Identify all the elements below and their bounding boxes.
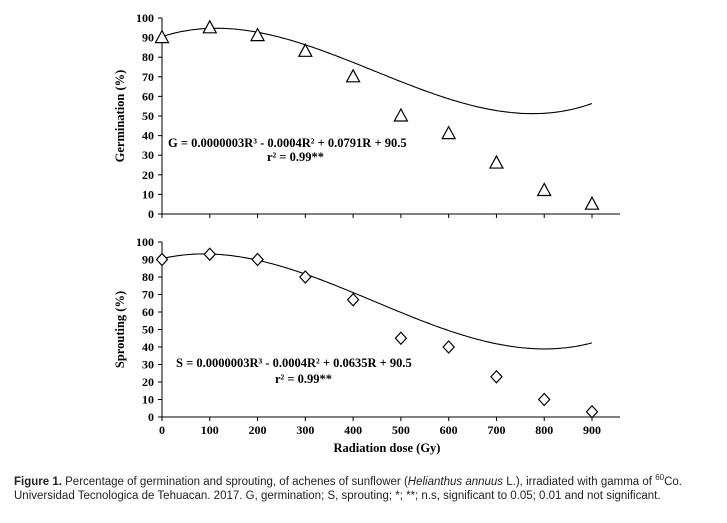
y-tick-label: 40 xyxy=(142,340,154,354)
y-tick-label: 50 xyxy=(142,323,154,337)
caption-text-1: Percentage of germination and sprouting,… xyxy=(61,475,408,488)
x-axis-label: Radiation dose (Gy) xyxy=(334,441,441,455)
x-tick-label: 0 xyxy=(159,423,165,437)
fit-equation: G = 0.0000003R³ - 0.0004R² + 0.0791R + 9… xyxy=(168,136,407,150)
x-tick-label: 900 xyxy=(583,423,601,437)
y-tick-label: 70 xyxy=(142,70,154,84)
x-tick-label: 800 xyxy=(535,423,553,437)
fit-r2: r² = 0.99** xyxy=(267,150,324,164)
y-tick-label: 30 xyxy=(142,148,154,162)
x-tick-label: 500 xyxy=(392,423,410,437)
data-point-triangle xyxy=(202,19,218,34)
data-point-diamond xyxy=(537,392,551,407)
fit-curve xyxy=(161,27,593,115)
y-tick-label: 60 xyxy=(142,89,154,103)
chart-panel-2: 0 10 20 30 40 50 60 70 80 90 100 0 100 200 300 400 500 60… xyxy=(113,235,620,455)
y-tick-label: 30 xyxy=(142,358,154,372)
data-point-diamond xyxy=(394,331,408,346)
y-tick-label: 20 xyxy=(142,375,154,389)
data-point-diamond xyxy=(251,252,264,267)
fit-curve xyxy=(161,253,593,350)
x-tick-label: 100 xyxy=(201,423,219,437)
caption-species: Helianthus annuus xyxy=(407,475,504,488)
data-point-triangle xyxy=(584,195,600,210)
caption-isotope-mass: 60 xyxy=(655,473,665,482)
y-tick-label: 70 xyxy=(142,288,154,302)
data-point-diamond xyxy=(442,340,455,354)
data-point-diamond xyxy=(203,247,217,262)
data-point-diamond xyxy=(585,404,599,419)
x-tick-label: 600 xyxy=(440,423,458,437)
data-point-diamond xyxy=(155,252,169,267)
y-tick-label: 90 xyxy=(142,253,154,267)
caption-text-2: L.), irradiated with gamma of xyxy=(503,475,656,488)
y-tick-label: 60 xyxy=(142,305,154,319)
y-tick-label: 80 xyxy=(142,270,154,284)
chart-panel-1: 0 10 20 30 40 50 60 70 80 90 100 Germination (%) G =… xyxy=(113,11,620,221)
x-tick-label: 700 xyxy=(487,423,505,437)
data-point-triangle xyxy=(250,27,266,42)
x-tick-label: 400 xyxy=(344,423,362,437)
data-point-triangle xyxy=(536,182,552,197)
data-point-triangle xyxy=(154,29,170,44)
y-tick-label: 80 xyxy=(142,50,154,64)
y-tick-label: 50 xyxy=(142,109,154,123)
y-tick-label: 10 xyxy=(142,187,154,201)
data-point-triangle xyxy=(488,154,504,169)
data-point-diamond xyxy=(490,369,503,384)
y-tick-label: 0 xyxy=(148,410,154,424)
y-axis-label: Sprouting (%) xyxy=(113,291,127,368)
y-axis-label: Germination (%) xyxy=(113,70,127,163)
y-tick-label: 40 xyxy=(142,129,154,143)
y-tick-label: 90 xyxy=(142,31,154,45)
y-tick-label: 100 xyxy=(136,11,154,25)
y-tick-label: 10 xyxy=(142,393,154,407)
data-point-triangle xyxy=(345,68,361,83)
data-point-triangle xyxy=(297,43,313,57)
fit-equation: S = 0.0000003R³ - 0.0004R² + 0.0635R + 9… xyxy=(176,356,412,370)
fit-r2: r² = 0.99** xyxy=(275,372,332,386)
y-tick-label: 0 xyxy=(148,207,154,221)
y-tick-label: 20 xyxy=(142,168,154,182)
caption-text-3: Co. Universidad Tecnologica de Tehuacan.… xyxy=(14,475,682,503)
data-point-diamond xyxy=(299,270,312,284)
x-tick-label: 300 xyxy=(296,423,314,437)
figure-caption: Figure 1. Percentage of germination and … xyxy=(14,471,719,504)
y-tick-label: 100 xyxy=(136,235,154,249)
data-point-diamond xyxy=(346,292,360,307)
data-point-triangle xyxy=(441,125,457,140)
caption-label: Figure 1. xyxy=(14,475,62,488)
x-tick-label: 200 xyxy=(249,423,267,437)
data-point-triangle xyxy=(393,107,409,122)
